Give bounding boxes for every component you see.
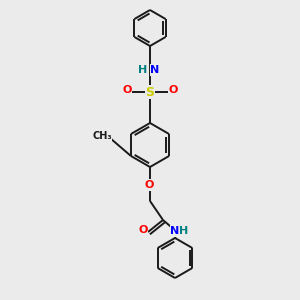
- Text: O: O: [122, 85, 132, 95]
- Text: H: H: [138, 65, 148, 75]
- Text: O: O: [168, 85, 178, 95]
- Text: CH₃: CH₃: [92, 131, 112, 141]
- Text: N: N: [150, 65, 160, 75]
- Text: O: O: [144, 180, 154, 190]
- Text: S: S: [146, 85, 154, 98]
- Text: H: H: [179, 226, 189, 236]
- Text: N: N: [170, 226, 180, 236]
- Text: O: O: [138, 225, 148, 235]
